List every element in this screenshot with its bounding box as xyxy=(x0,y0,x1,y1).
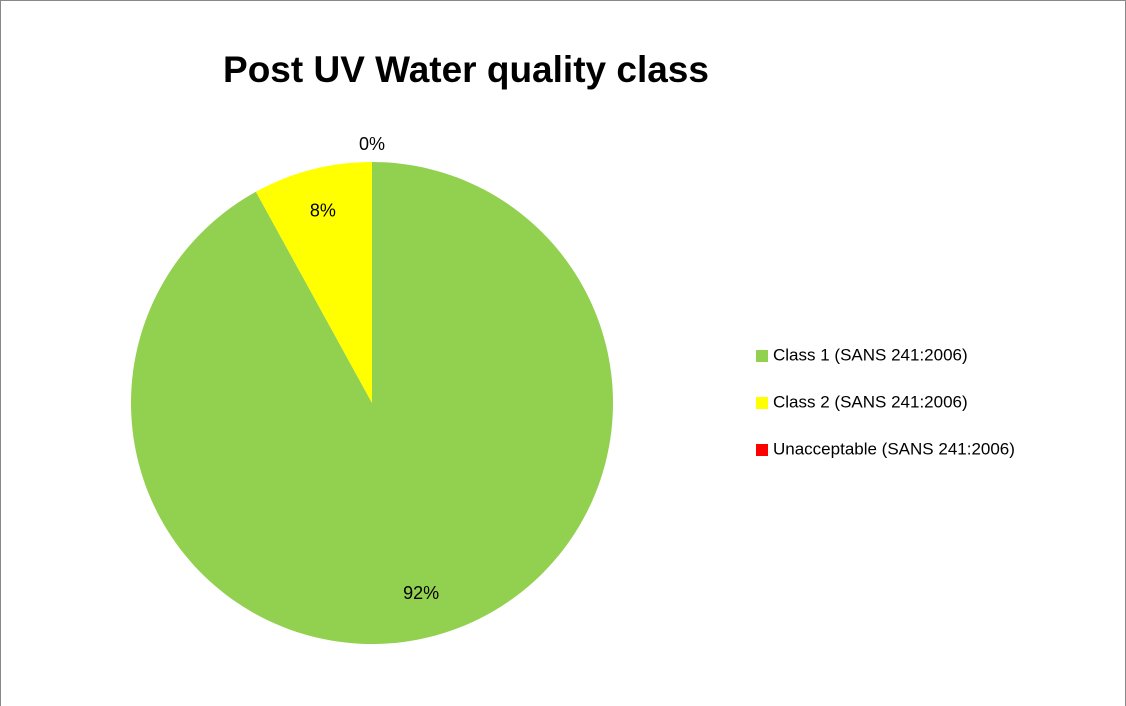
data-label: 92% xyxy=(403,583,439,603)
chart-title: Post UV Water quality class xyxy=(223,49,709,90)
data-label: 0% xyxy=(359,134,385,154)
legend-swatch xyxy=(756,444,768,456)
data-label: 8% xyxy=(310,200,336,220)
legend-label: Class 2 (SANS 241:2006) xyxy=(773,392,968,411)
legend-swatch xyxy=(756,350,768,362)
pie-slice xyxy=(131,162,614,644)
legend-swatch xyxy=(756,397,768,409)
legend-label: Class 1 (SANS 241:2006) xyxy=(773,345,968,364)
legend-label: Unacceptable (SANS 241:2006) xyxy=(773,439,1015,458)
pie-slice xyxy=(255,162,372,403)
